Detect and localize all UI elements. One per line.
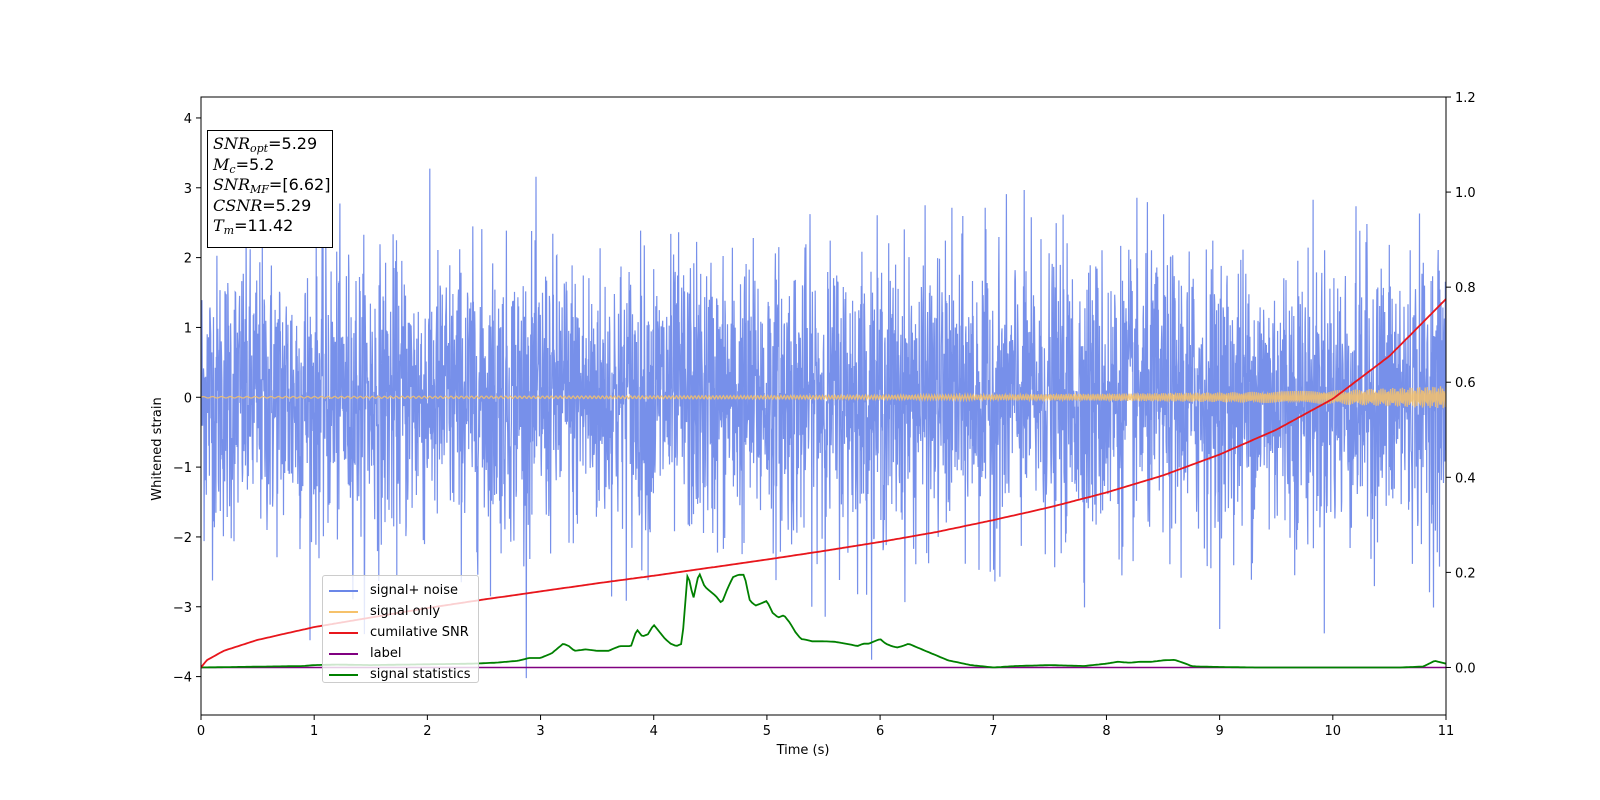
legend-swatch: [329, 631, 358, 634]
legend-label: signal+ noise: [370, 583, 459, 598]
plot-frame: [200, 96, 1447, 716]
legend-label: label: [370, 646, 402, 661]
tm-value: =11.42: [234, 216, 294, 235]
legend-item-signal-statistics: signal statistics: [323, 664, 478, 685]
legend-label: signal only: [370, 604, 441, 619]
legend-label: cumilative SNR: [370, 625, 469, 640]
y-right-tick-label: 0.2: [1455, 566, 1476, 581]
y-left-tick-label: −1: [173, 461, 192, 476]
y-right-tick-label: 0.4: [1455, 471, 1476, 486]
snr-mf-symbol: SNR: [213, 175, 251, 194]
mc-value: =5.2: [235, 154, 275, 174]
y-left-tick-label: 2: [184, 252, 192, 267]
x-tick-label: 9: [1215, 724, 1223, 739]
csnr-value: =5.29: [262, 195, 312, 215]
y-axis-label: Whitened strain: [150, 397, 165, 500]
legend-swatch: [329, 673, 358, 676]
snr-mf-line: SNRMF=[6.62]: [213, 175, 332, 196]
x-tick-label: 4: [650, 724, 658, 739]
x-tick-label: 1: [310, 724, 318, 739]
y-left-tick-label: 0: [184, 391, 192, 406]
y-left-tick-label: −2: [173, 531, 192, 546]
mc-subscript: c: [229, 162, 236, 176]
tm-line: Tm=11.42: [213, 216, 332, 237]
snr-opt-value: =5.29: [268, 134, 318, 153]
x-tick-label: 11: [1438, 724, 1455, 739]
annotation-box: SNRopt=5.29 Mc=5.2 SNRMF=[6.62] CSNR=5.2…: [207, 130, 333, 248]
axes: 0 1 2 3 4 5 6 7 8 9 10 1143210−1−2−3−41.21.00.80.60…: [173, 91, 1476, 739]
y-left-tick-label: 1: [184, 321, 192, 336]
tm-subscript: m: [223, 224, 235, 237]
y-right-tick-label: 0.6: [1455, 376, 1476, 391]
y-right-tick-label: 1.2: [1455, 91, 1476, 106]
legend-item-label: label: [323, 643, 478, 664]
legend-label: signal statistics: [370, 667, 471, 682]
legend-swatch: [329, 610, 358, 613]
legend-item-signal-noise: signal+ noise: [323, 580, 478, 601]
y-left-tick-label: 3: [184, 182, 192, 197]
csnr-line: CSNR=5.29: [213, 196, 332, 217]
csnr-symbol: CSNR: [213, 195, 263, 215]
x-tick-label: 8: [1102, 724, 1110, 739]
x-tick-label: 7: [989, 724, 997, 739]
y-left-tick-label: 4: [184, 112, 192, 127]
x-tick-label: 6: [876, 724, 884, 739]
series-signal-noise: [201, 168, 1446, 679]
snr-mf-value: =[6.62]: [268, 175, 331, 194]
y-left-tick-label: −3: [173, 601, 192, 616]
tm-symbol: T: [213, 216, 224, 235]
legend-swatch: [329, 589, 358, 592]
x-axis-label: Time (s): [776, 743, 830, 758]
y-right-tick-label: 0.8: [1455, 281, 1476, 296]
snr-mf-subscript: MF: [250, 183, 269, 196]
y-right-tick-label: 0.0: [1455, 661, 1476, 676]
x-tick-label: 2: [423, 724, 431, 739]
legend: signal+ noise signal only cumilative SNR…: [322, 575, 479, 683]
snr-opt-symbol: SNR: [213, 134, 251, 153]
snr-opt-line: SNRopt=5.29: [213, 134, 332, 155]
x-tick-label: 3: [536, 724, 544, 739]
mc-symbol: M: [213, 154, 230, 174]
legend-item-signal-only: signal only: [323, 601, 478, 622]
legend-item-cumulative-snr: cumilative SNR: [323, 622, 478, 643]
x-tick-label: 5: [763, 724, 771, 739]
x-tick-label: 0: [197, 724, 205, 739]
mc-line: Mc=5.2: [213, 155, 332, 176]
legend-swatch: [329, 652, 358, 655]
x-tick-label: 10: [1325, 724, 1342, 739]
snr-opt-subscript: opt: [250, 142, 269, 155]
y-left-tick-label: −4: [173, 671, 192, 686]
series-signal-only: [201, 386, 1446, 409]
y-right-tick-label: 1.0: [1455, 186, 1476, 201]
